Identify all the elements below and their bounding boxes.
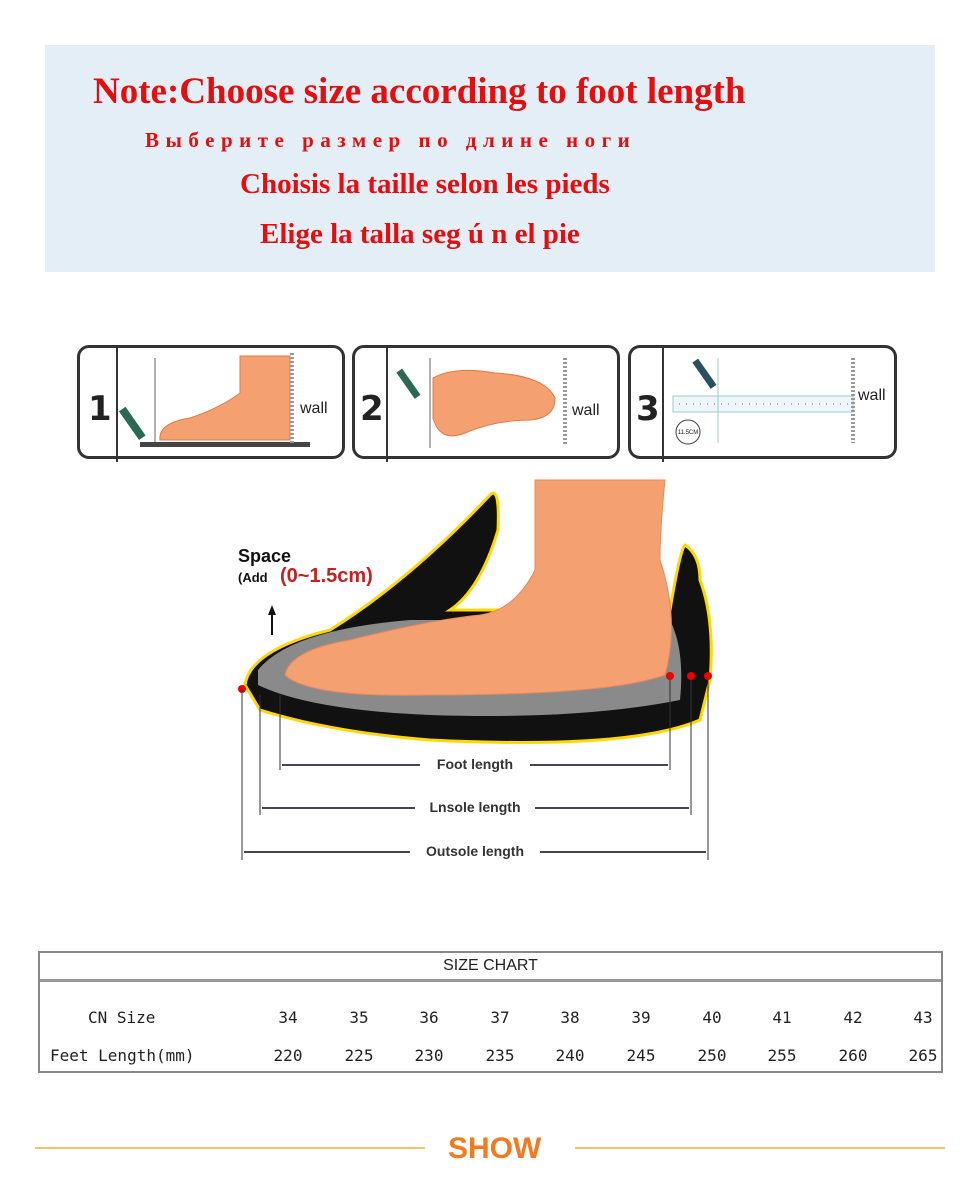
- table-cell: 245: [626, 1046, 656, 1065]
- space-label: Space: [238, 546, 291, 566]
- table-cell: 225: [344, 1046, 374, 1065]
- row-label: CN Size: [88, 1008, 156, 1027]
- svg-text:11.5CM: 11.5CM: [678, 430, 699, 436]
- table-cell: 250: [697, 1046, 727, 1065]
- step-2-panel: 2 wall: [352, 345, 620, 462]
- add-label: (Add: [238, 570, 268, 585]
- table-cell: 38: [560, 1008, 580, 1027]
- note-spanish: Elige la talla seg ú n el pie: [260, 218, 580, 250]
- table-cell: 220: [273, 1046, 303, 1065]
- table-cell: 255: [767, 1046, 797, 1065]
- note-french: Choisis la taille selon les pieds: [240, 168, 610, 200]
- svg-text:wall: wall: [857, 387, 886, 404]
- step-1-panel: 1 wall: [77, 345, 345, 462]
- table-cell: 36: [419, 1008, 439, 1027]
- table-cell: 43: [913, 1008, 933, 1027]
- size-chart-table: SIZE CHART CN Size 34 35 36 37 38 39 40 41 42 43 Fe…: [38, 951, 943, 1073]
- ruler-measure-icon: 3 11.5CM wall: [636, 348, 886, 462]
- svg-text:2: 2: [360, 389, 384, 429]
- table-cell: 260: [838, 1046, 868, 1065]
- table-cell: 34: [278, 1008, 298, 1027]
- svg-text:1: 1: [88, 389, 112, 429]
- note-russian: Выберите размер по длине ноги: [145, 128, 637, 152]
- outsole-length-label: Outsole length: [426, 843, 524, 859]
- insole-length-label: Lnsole length: [430, 799, 521, 815]
- table-cell: 230: [414, 1046, 444, 1065]
- svg-text:wall: wall: [299, 400, 328, 417]
- table-cell: 42: [843, 1008, 863, 1027]
- svg-text:wall: wall: [571, 402, 600, 419]
- row-label: Feet Length(mm): [50, 1046, 195, 1065]
- shoe-measurement-diagram: Space (Add (0~1.5cm) Foot length Lnsole …: [238, 479, 713, 860]
- foot-length-label: Foot length: [437, 756, 513, 772]
- table-cell: 235: [485, 1046, 515, 1065]
- note-banner: [45, 45, 935, 272]
- size-chart-title: SIZE CHART: [40, 953, 941, 982]
- step-3-panel: 3 11.5CM wall: [628, 345, 897, 462]
- show-heading: SHOW: [448, 1132, 542, 1165]
- table-cell: 40: [702, 1008, 722, 1027]
- table-cell: 37: [490, 1008, 510, 1027]
- foot-against-wall-icon: 1 wall: [88, 348, 328, 462]
- table-cell: 265: [908, 1046, 938, 1065]
- table-cell: 39: [631, 1008, 651, 1027]
- table-cell: 35: [349, 1008, 369, 1027]
- add-range-label: (0~1.5cm): [280, 565, 373, 587]
- divider-right: [575, 1147, 945, 1149]
- foot-top-view-icon: 2 wall: [360, 348, 600, 462]
- svg-text:3: 3: [636, 389, 660, 429]
- divider-left: [35, 1147, 425, 1149]
- note-english: Note:Choose size according to foot lengt…: [93, 71, 746, 112]
- table-cell: 240: [555, 1046, 585, 1065]
- table-cell: 41: [772, 1008, 792, 1027]
